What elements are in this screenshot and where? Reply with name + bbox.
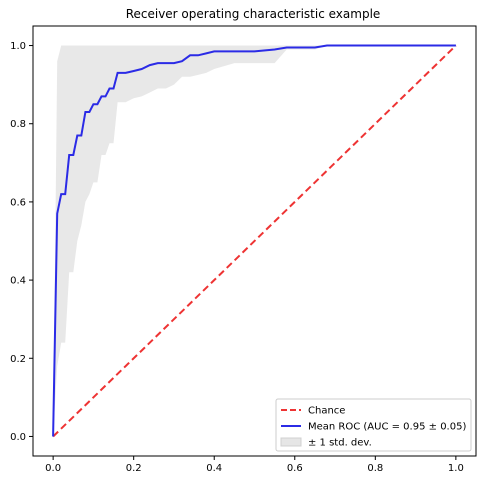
- chart-title: Receiver operating characteristic exampl…: [126, 7, 381, 21]
- y-tick-label: 0.6: [10, 197, 26, 208]
- legend-std-band-label: ± 1 std. dev.: [308, 438, 372, 449]
- y-tick-label: 1.0: [10, 41, 26, 52]
- plot-area: [53, 46, 456, 437]
- y-tick-label: 0.8: [10, 119, 26, 130]
- y-tick-label: 0.2: [10, 354, 26, 365]
- y-tick-label: 0.4: [10, 276, 26, 287]
- legend: Chance Mean ROC (AUC = 0.95 ± 0.05) ± 1 …: [276, 399, 471, 451]
- legend-mean-roc-label: Mean ROC (AUC = 0.95 ± 0.05): [308, 422, 466, 433]
- x-tick-label: 0.0: [45, 463, 61, 474]
- x-tick-label: 0.6: [287, 463, 303, 474]
- y-tick-label: 0.0: [10, 432, 26, 443]
- x-tick-label: 0.4: [206, 463, 222, 474]
- x-tick-label: 1.0: [448, 463, 464, 474]
- legend-chance-label: Chance: [308, 406, 345, 417]
- x-tick-label: 0.2: [126, 463, 142, 474]
- x-tick-label: 0.8: [367, 463, 383, 474]
- legend-std-band-swatch: [281, 438, 301, 446]
